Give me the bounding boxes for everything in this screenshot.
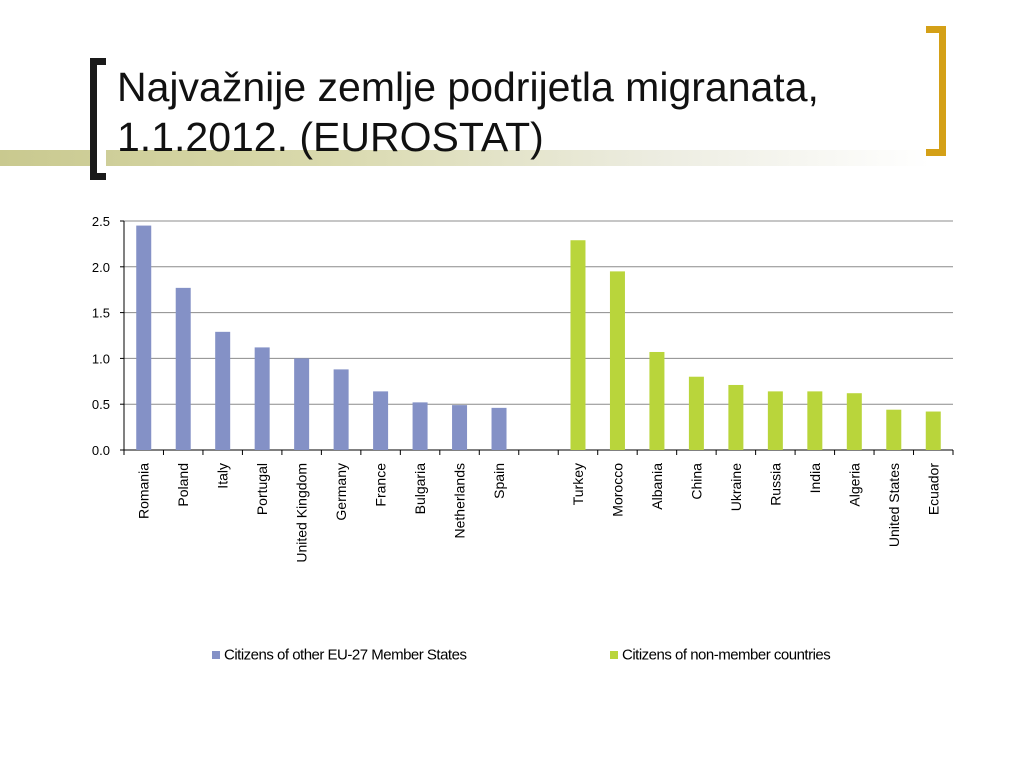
x-tick-label: Ukraine <box>728 463 744 511</box>
legend-item-non-eu: Citizens of non-member countries <box>610 646 831 664</box>
legend-swatch-eu <box>212 651 220 660</box>
x-tick-label: Turkey <box>570 463 586 505</box>
bar <box>452 405 468 450</box>
bar <box>767 391 783 450</box>
x-tick-label: Morocco <box>609 463 625 517</box>
y-tick-label: 0.5 <box>92 397 110 412</box>
legend-swatch-non-eu <box>610 651 618 660</box>
x-tick-label: Netherlands <box>452 463 468 539</box>
bar <box>333 369 349 450</box>
bar <box>609 271 625 450</box>
bar <box>136 225 152 450</box>
x-tick-label: Portugal <box>254 463 270 515</box>
right-bracket-decoration <box>926 26 946 156</box>
x-tick-label: United States <box>886 463 902 547</box>
x-tick-label: Russia <box>767 463 783 506</box>
bar <box>570 240 586 450</box>
bar <box>649 351 665 450</box>
x-tick-label: Italy <box>215 463 231 489</box>
x-tick-label: Poland <box>175 463 191 507</box>
x-tick-label: Algeria <box>846 463 862 507</box>
x-tick-label: Bulgaria <box>412 463 428 515</box>
legend-item-eu: Citizens of other EU-27 Member States <box>212 646 467 664</box>
bar <box>412 402 428 450</box>
bar <box>175 287 191 450</box>
bar <box>688 376 704 450</box>
x-tick-label: India <box>807 463 823 494</box>
x-tick-label: France <box>373 463 389 507</box>
left-bracket-decoration <box>90 58 106 180</box>
legend-label-non-eu: Citizens of non-member countries <box>622 646 831 664</box>
x-tick-label: Ecuador <box>925 463 941 515</box>
bar <box>807 391 823 450</box>
bar <box>294 358 310 450</box>
slide-title: Najvažnije zemlje podrijetla migranata, … <box>117 64 819 160</box>
x-tick-label: Germany <box>333 463 349 521</box>
x-tick-label: Romania <box>136 463 152 519</box>
y-tick-label: 0.0 <box>92 443 110 458</box>
x-tick-label: China <box>688 463 704 500</box>
y-tick-label: 2.5 <box>92 214 110 229</box>
x-tick-label: Albania <box>649 463 665 510</box>
x-tick-label: United Kingdom <box>294 463 310 563</box>
bar <box>846 393 862 450</box>
bar <box>728 384 744 450</box>
bar <box>491 407 507 450</box>
x-tick-label: Spain <box>491 463 507 499</box>
title-decoration-bar <box>0 150 930 166</box>
y-tick-label: 1.5 <box>92 306 110 321</box>
bar <box>215 331 231 450</box>
legend-label-eu: Citizens of other EU-27 Member States <box>224 646 467 664</box>
bar <box>925 411 941 450</box>
bar <box>254 347 270 450</box>
y-tick-label: 2.0 <box>92 260 110 275</box>
y-tick-label: 1.0 <box>92 351 110 366</box>
bar <box>373 391 389 450</box>
bar <box>886 409 902 450</box>
